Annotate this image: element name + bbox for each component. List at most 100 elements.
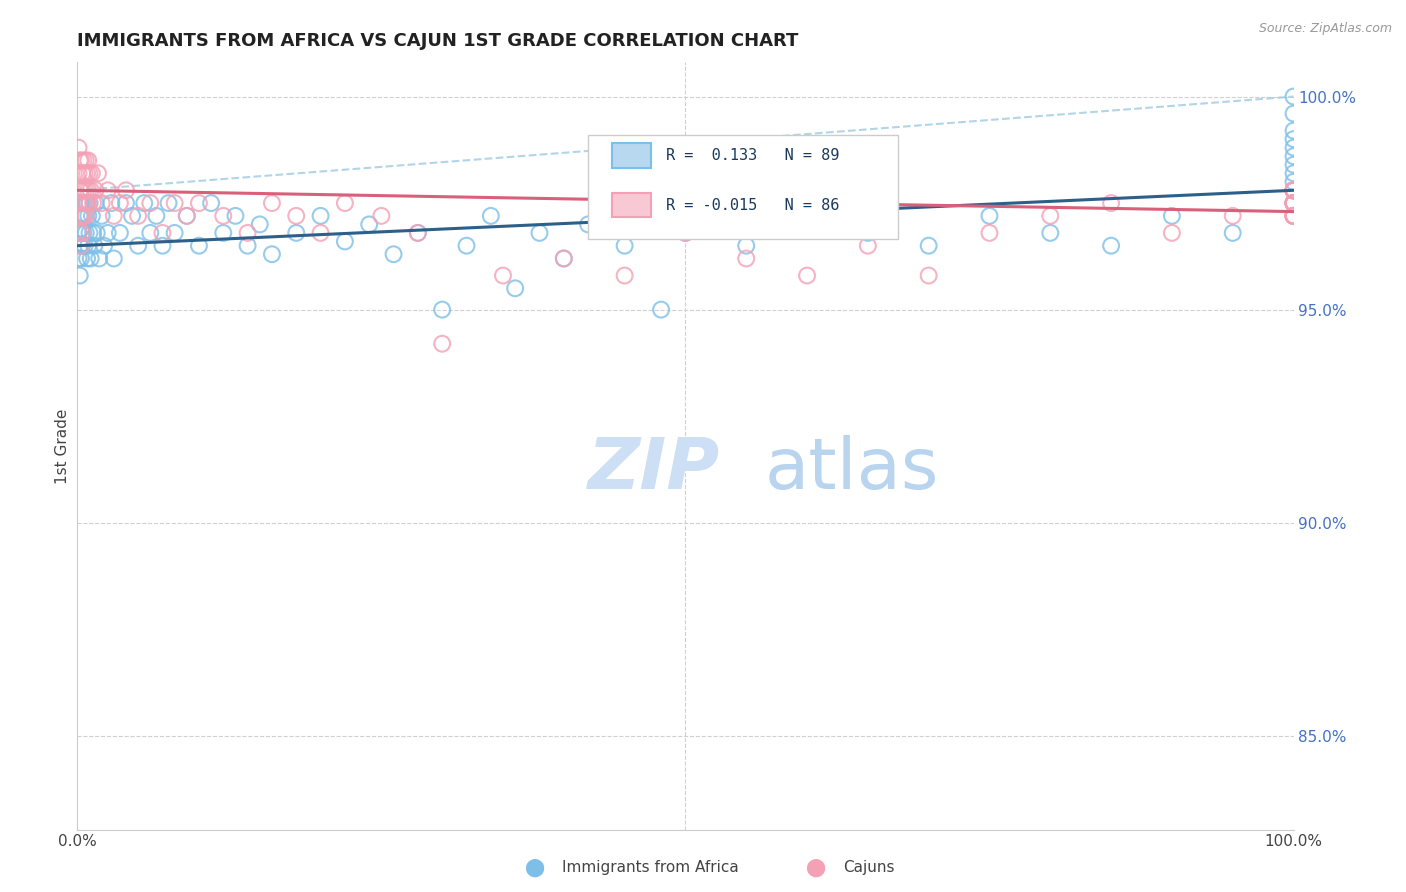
Point <box>82 196 104 211</box>
Point <box>333 196 356 211</box>
Point <box>918 268 941 283</box>
Text: IMMIGRANTS FROM AFRICA VS CAJUN 1ST GRADE CORRELATION CHART: IMMIGRANTS FROM AFRICA VS CAJUN 1ST GRAD… <box>77 32 799 50</box>
FancyBboxPatch shape <box>613 143 651 168</box>
Point <box>80 252 103 266</box>
Point <box>1282 183 1305 197</box>
Point <box>73 209 96 223</box>
Point <box>1282 183 1305 197</box>
Point <box>979 209 1001 223</box>
Point <box>70 226 93 240</box>
Point <box>70 196 93 211</box>
Point <box>67 252 90 266</box>
Point <box>75 183 97 197</box>
Point <box>735 238 758 252</box>
Point <box>72 196 94 211</box>
Point <box>145 209 167 223</box>
Point <box>1222 226 1244 240</box>
Point <box>1282 209 1305 223</box>
Point <box>89 252 111 266</box>
Point <box>127 238 149 252</box>
Text: Cajuns: Cajuns <box>844 861 896 875</box>
Point <box>576 218 599 232</box>
Point <box>1282 196 1305 211</box>
Point <box>84 196 107 211</box>
Point <box>370 209 392 223</box>
Point <box>79 196 101 211</box>
Point <box>200 196 222 211</box>
Point <box>1039 226 1062 240</box>
Point <box>73 166 96 180</box>
Point <box>77 153 100 168</box>
Point <box>1282 196 1305 211</box>
Point <box>139 226 162 240</box>
Point <box>70 221 93 235</box>
Point <box>735 252 758 266</box>
Point <box>1282 183 1305 197</box>
Point <box>406 226 429 240</box>
Point <box>359 218 381 232</box>
Text: Source: ZipAtlas.com: Source: ZipAtlas.com <box>1258 22 1392 36</box>
Point <box>69 153 91 168</box>
Point <box>69 209 91 223</box>
Point <box>492 268 515 283</box>
Point <box>72 209 94 223</box>
Point <box>86 226 108 240</box>
Point <box>103 252 125 266</box>
Point <box>553 252 575 266</box>
Point <box>613 238 636 252</box>
Point <box>333 235 356 249</box>
Point <box>82 226 104 240</box>
Point <box>285 226 308 240</box>
Point <box>75 226 97 240</box>
Point <box>1282 175 1305 189</box>
Point <box>1161 226 1184 240</box>
Point <box>157 196 180 211</box>
Point <box>76 196 98 211</box>
Point <box>856 238 879 252</box>
Point <box>553 252 575 266</box>
Point <box>79 166 101 180</box>
Point <box>430 336 453 351</box>
Point <box>1282 183 1305 197</box>
Point <box>1282 196 1305 211</box>
Point <box>1282 209 1305 223</box>
Point <box>69 183 91 197</box>
Point <box>67 196 90 211</box>
Point <box>236 238 259 252</box>
Point <box>675 226 697 240</box>
Point <box>1282 123 1305 137</box>
Point <box>796 209 818 223</box>
Point <box>75 196 97 211</box>
Point <box>108 226 131 240</box>
Point <box>72 183 94 197</box>
Point <box>77 238 100 252</box>
Point <box>479 209 502 223</box>
Point <box>406 226 429 240</box>
FancyBboxPatch shape <box>588 136 898 239</box>
Point <box>70 153 93 168</box>
Point <box>309 209 332 223</box>
Point <box>1282 196 1305 211</box>
Point <box>1282 196 1305 211</box>
Point <box>76 196 98 211</box>
Text: atlas: atlas <box>765 434 939 503</box>
Point <box>979 226 1001 240</box>
Point <box>382 247 405 261</box>
Point <box>675 226 697 240</box>
Point <box>70 209 93 223</box>
Point <box>67 196 90 211</box>
Text: ZIP: ZIP <box>588 434 720 503</box>
Point <box>134 196 156 211</box>
Text: ⬤: ⬤ <box>524 858 544 877</box>
Point <box>127 209 149 223</box>
Point <box>1282 166 1305 180</box>
Point <box>613 268 636 283</box>
Point <box>103 209 125 223</box>
Point <box>76 166 98 180</box>
Point <box>1282 196 1305 211</box>
Point <box>67 226 90 240</box>
Point <box>163 196 186 211</box>
Point <box>77 209 100 223</box>
Point <box>97 226 120 240</box>
Point <box>224 209 246 223</box>
